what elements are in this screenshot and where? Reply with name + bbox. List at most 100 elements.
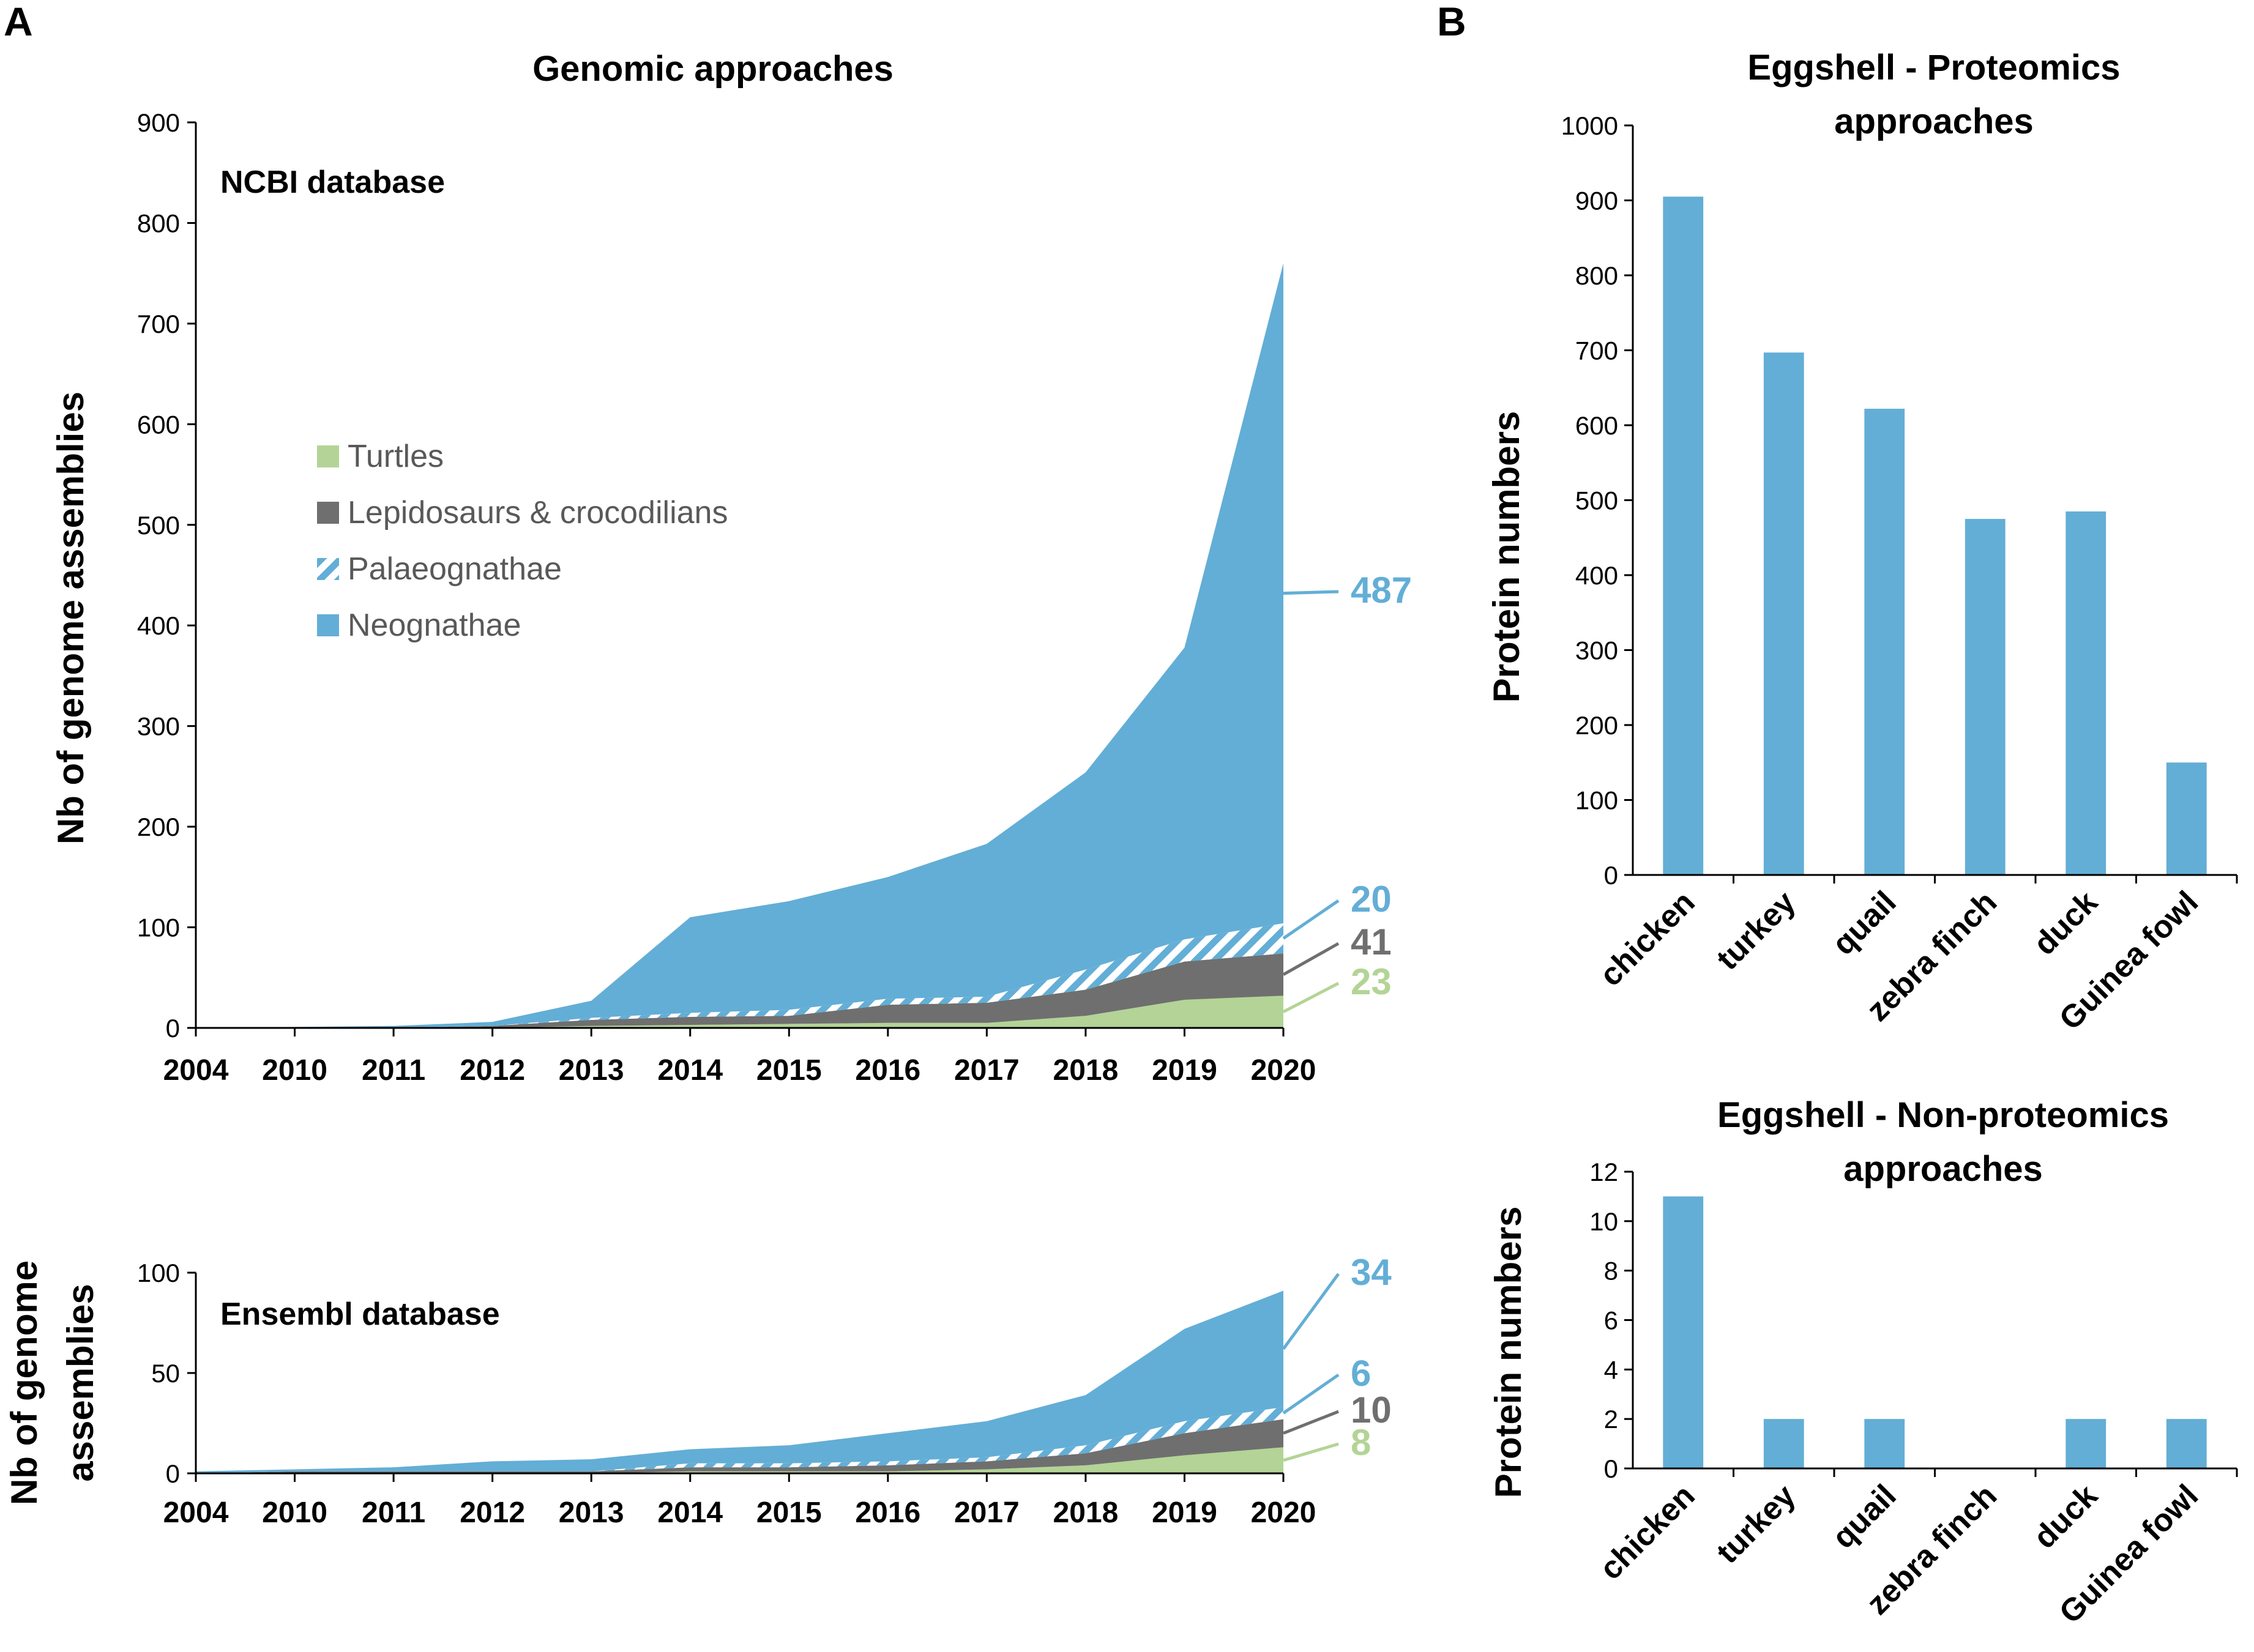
- chart-title-line1: Eggshell - Proteomics: [1747, 48, 2120, 87]
- y-tick-label: 12: [1589, 1158, 1618, 1186]
- bar-duck: [2066, 1419, 2107, 1468]
- x-tick-label: 2016: [855, 1497, 920, 1529]
- y-axis-label: Protein numbers: [1488, 1207, 1529, 1498]
- bar-chicken: [1663, 1196, 1704, 1468]
- annotation-label: 6: [1351, 1353, 1371, 1394]
- bar-duck: [2066, 511, 2107, 875]
- x-tick-label: chicken: [1593, 1478, 1702, 1587]
- y-tick-label: 100: [1575, 786, 1618, 815]
- y-tick-label: 300: [1575, 636, 1618, 665]
- y-axis-label: Nb of genome assemblies: [50, 392, 91, 844]
- annotation-leader: [1282, 942, 1340, 977]
- y-tick-label: 10: [1589, 1207, 1618, 1236]
- annotation-leader: [1283, 590, 1339, 595]
- proteomics-bar-chart: Eggshell - Proteomics approaches Protein…: [1486, 48, 2238, 1037]
- bar-guinea-fowl: [2166, 1419, 2207, 1468]
- chart-title: Genomic approaches: [532, 49, 894, 89]
- bar-guinea-fowl: [2166, 762, 2207, 875]
- x-tick-label: 2012: [460, 1054, 525, 1087]
- bar-quail: [1864, 409, 1905, 875]
- y-tick-label: 100: [137, 1259, 180, 1287]
- legend-label-palaeognathae: Palaeognathae: [348, 551, 562, 587]
- y-tick-label: 900: [1575, 187, 1618, 215]
- x-tick-label: 2011: [362, 1497, 425, 1529]
- x-tick-label: 2017: [954, 1497, 1020, 1529]
- y-tick-label: 4: [1604, 1355, 1618, 1384]
- annotation-label: 34: [1351, 1252, 1392, 1293]
- y-tick-label: 500: [1575, 486, 1618, 515]
- chart-legend: Turtles Lepidosaurs & crocodilians Palae…: [317, 439, 728, 643]
- annotation-label: 487: [1351, 570, 1412, 611]
- x-tick-label: duck: [2027, 884, 2105, 962]
- x-tick-label: 2010: [262, 1054, 327, 1087]
- legend-label-turtles: Turtles: [348, 439, 444, 474]
- bar-zebra-finch: [1965, 519, 2006, 875]
- annotation-leader: [1282, 1373, 1340, 1415]
- y-tick-label: 600: [137, 410, 180, 439]
- panel-label-a: A: [4, 0, 33, 44]
- chart-title-line2: approaches: [1834, 102, 2034, 141]
- x-tick-label: 2020: [1251, 1054, 1316, 1087]
- area-palaeognathae: [196, 1407, 1283, 1473]
- y-tick-label: 0: [166, 1459, 180, 1488]
- annotation-leader: [1283, 1442, 1339, 1462]
- x-tick-label: 2014: [657, 1497, 723, 1529]
- legend-swatch-palaeognathae: [317, 558, 339, 580]
- x-tick-label: turkey: [1710, 884, 1802, 977]
- area-neognathae: [196, 1290, 1283, 1473]
- x-tick-label: 2017: [954, 1054, 1020, 1087]
- legend-swatch-turtles: [317, 445, 339, 467]
- y-tick-label: 900: [137, 108, 180, 137]
- legend-swatch-neognathae: [317, 614, 339, 636]
- y-tick-label: 400: [1575, 561, 1618, 590]
- y-tick-label: 100: [137, 913, 180, 942]
- y-tick-label: 200: [137, 813, 180, 841]
- x-tick-label: 2014: [657, 1054, 723, 1087]
- chart-title-line2: approaches: [1843, 1149, 2043, 1189]
- y-tick-label: 700: [137, 310, 180, 338]
- database-label: NCBI database: [220, 165, 445, 200]
- x-tick-label: duck: [2027, 1478, 2105, 1555]
- x-tick-label: chicken: [1593, 884, 1702, 993]
- y-axis-label: Protein numbers: [1486, 411, 1527, 703]
- x-tick-label: 2019: [1152, 1054, 1217, 1087]
- x-tick-label: 2019: [1152, 1497, 1217, 1529]
- y-tick-label: 500: [137, 511, 180, 540]
- x-tick-label: quail: [1826, 1478, 1903, 1555]
- x-tick-label: 2013: [559, 1497, 624, 1529]
- annotation-leader: [1282, 981, 1340, 1013]
- annotation-label: 10: [1351, 1390, 1392, 1431]
- x-tick-label: 2011: [362, 1054, 425, 1087]
- y-tick-label: 200: [1575, 711, 1618, 740]
- x-tick-label: 2015: [756, 1054, 822, 1087]
- bar-chicken: [1663, 196, 1704, 875]
- area-neognathae: [196, 263, 1283, 1029]
- annotation-label: 23: [1351, 961, 1392, 1002]
- x-tick-label: 2020: [1251, 1497, 1316, 1529]
- x-tick-label: quail: [1826, 884, 1903, 962]
- x-tick-label: 2016: [855, 1054, 920, 1087]
- legend-label-lepidosaurs: Lepidosaurs & crocodilians: [348, 495, 728, 530]
- y-tick-label: 8: [1604, 1257, 1618, 1286]
- y-tick-label: 300: [137, 712, 180, 741]
- y-axis-label-line1: Nb of genome: [4, 1260, 45, 1505]
- y-tick-label: 2: [1604, 1405, 1618, 1434]
- x-tick-label: 2018: [1053, 1497, 1119, 1529]
- y-tick-label: 800: [1575, 261, 1618, 290]
- area-lepidosaurs: [196, 953, 1283, 1028]
- area-palaeognathae: [196, 923, 1283, 1028]
- bar-quail: [1864, 1419, 1905, 1468]
- nonproteomics-bar-chart: Eggshell - Non-proteomics approaches Pro…: [1488, 1095, 2238, 1631]
- chart-title-line1: Eggshell - Non-proteomics: [1717, 1095, 2169, 1135]
- legend-swatch-lepidosaurs: [317, 502, 339, 524]
- bar-turkey: [1763, 1419, 1804, 1468]
- y-tick-label: 6: [1604, 1306, 1618, 1335]
- x-tick-label: 2018: [1053, 1054, 1119, 1087]
- y-tick-label: 1000: [1561, 111, 1618, 140]
- x-tick-label: 2004: [163, 1497, 229, 1529]
- panel-label-b: B: [1437, 0, 1466, 44]
- y-tick-label: 50: [151, 1359, 180, 1388]
- ensembl-area-chart: Ensembl database Nb of genome assemblies…: [4, 1252, 1392, 1529]
- y-tick-label: 600: [1575, 411, 1618, 440]
- y-tick-label: 0: [1604, 861, 1618, 890]
